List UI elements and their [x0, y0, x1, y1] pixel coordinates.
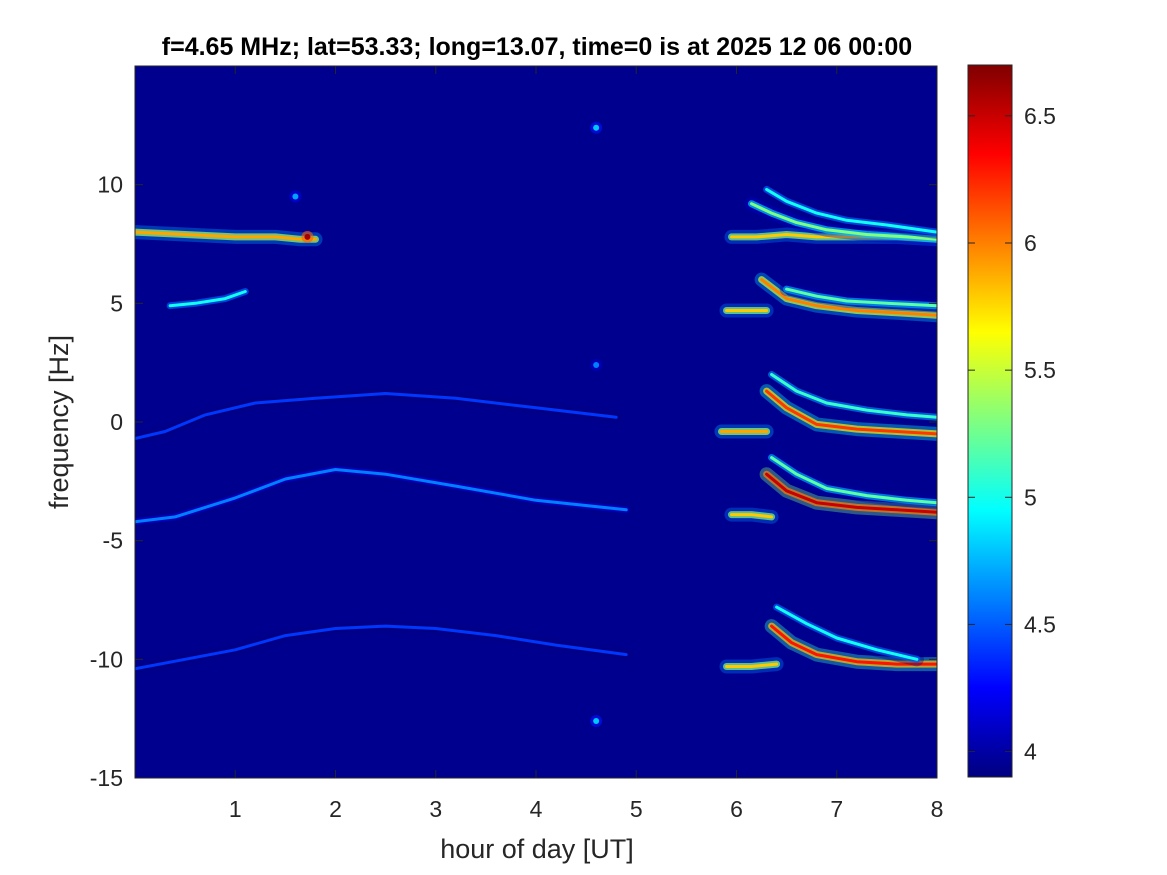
x-tick-label: 2 [329, 796, 342, 822]
y-tick-label: -10 [90, 646, 123, 672]
colorbar: 4 4.5 5 5.5 6 6.5 [967, 64, 1056, 778]
trace-core [135, 392, 618, 441]
trace-core [765, 472, 937, 514]
y-tick-label: -15 [90, 765, 123, 791]
colorbar-tick-label: 5.5 [1024, 357, 1056, 383]
trace-core [770, 624, 937, 666]
plot-background [135, 66, 937, 778]
y-axis-label: frequency [Hz] [44, 335, 74, 509]
trace-core [765, 389, 937, 436]
spot [593, 362, 600, 369]
chart-title: f=4.65 MHz; lat=53.33; long=13.07, time=… [162, 33, 912, 61]
trace-core [775, 605, 919, 661]
trace-core [765, 187, 937, 234]
colorbar-tick-label: 6 [1024, 230, 1037, 256]
x-tick-label: 4 [530, 796, 543, 822]
x-tick-label: 5 [630, 796, 643, 822]
spot [292, 193, 299, 200]
trace-core [760, 278, 937, 317]
x-axis-label: hour of day [UT] [440, 834, 634, 864]
spot [593, 124, 600, 131]
x-axis-ticks: 1 2 3 4 5 6 7 8 [229, 66, 944, 822]
trace-core [785, 287, 937, 308]
x-tick-label: 6 [730, 796, 743, 822]
colorbar-tick-label: 6.5 [1024, 103, 1056, 129]
y-tick-label: 0 [110, 409, 123, 435]
colorbar-gradient [967, 64, 1013, 778]
y-tick-label: 5 [110, 290, 123, 316]
colorbar-tick-label: 5 [1024, 484, 1037, 510]
trace-core [725, 662, 779, 668]
trace-core [135, 624, 628, 671]
colorbar-tick-label: 4 [1024, 739, 1037, 765]
x-tick-label: 1 [229, 796, 242, 822]
spot [304, 233, 311, 240]
y-tick-label: 10 [97, 172, 123, 198]
trace-core [750, 202, 937, 241]
x-tick-label: 8 [931, 796, 944, 822]
spectral-traces [135, 121, 937, 728]
y-axis-ticks: -15 -10 -5 0 5 10 [90, 172, 937, 791]
spot [593, 718, 600, 725]
plot-area [134, 65, 938, 779]
colorbar-ticks: 4 4.5 5 5.5 6 6.5 [968, 103, 1056, 765]
trace-core [135, 468, 628, 524]
x-tick-label: 3 [429, 796, 442, 822]
trace-core [168, 290, 247, 308]
colorbar-tick-label: 4.5 [1024, 611, 1056, 637]
trace-core [770, 456, 937, 505]
trace-core [730, 513, 774, 519]
trace-core [770, 373, 937, 419]
y-tick-label: -5 [103, 528, 123, 554]
x-tick-label: 7 [830, 796, 843, 822]
